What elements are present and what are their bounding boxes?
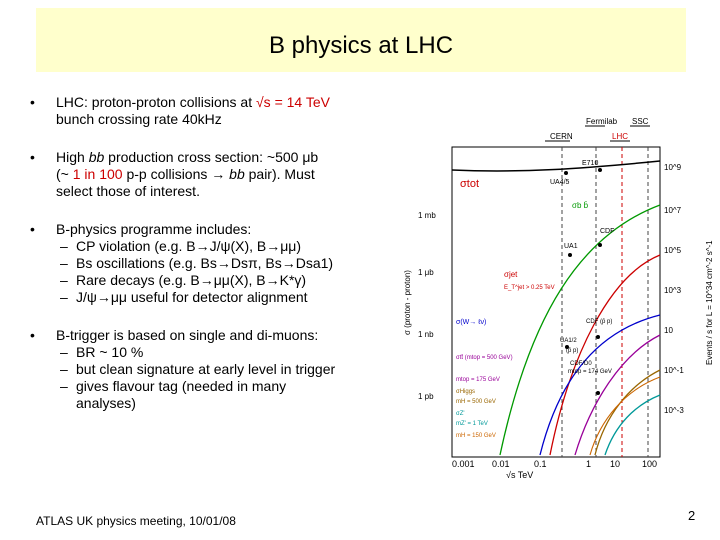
label-ua12: UA1/2 [560,338,577,344]
bullet-programme: B-physics programme includes: CP violati… [30,221,400,306]
curve-sigma-zprime [604,394,661,456]
b2-line2-a: (~ [56,166,73,182]
b2-line2-bb: bb [229,166,245,182]
right-tick: 10 [664,326,673,335]
curve-sigma-w [539,314,661,456]
b2-line2-b: p-p collisions → [122,166,230,182]
b1-line2: bunch crossing rate 40kHz [56,111,222,127]
label-mh500: mH = 500 GeV [456,399,496,405]
label-sigma-zprime: σZ' [456,411,465,417]
right-tick: 10^9 [664,163,682,172]
left-tick: 1 nb [418,330,434,339]
b2-bb: bb [88,149,105,165]
label-sigma-w: σ(W→ ℓν) [456,319,486,326]
label-cdf-d0: CDF/D0 [570,361,592,367]
b2-line3: select those of interest. [56,183,200,199]
label-sigma-tot: σtot [460,178,479,190]
label-mtop175: mtop = 175 GeV [456,377,500,383]
label-mh150: mH = 150 GeV [456,433,496,439]
bullet-lhc: LHC: proton-proton collisions at √s = 14… [30,94,400,128]
bullet-trigger: B-trigger is based on single and di-muon… [30,327,400,412]
label-sigma-higgs: σHiggs [456,389,475,395]
data-point [596,391,600,395]
data-point [564,171,568,175]
data-point [568,253,572,257]
label-sigma-jet: σjet [504,270,518,279]
b2-b: production cross section: ~500 μb [104,149,319,165]
right-tick: 10^7 [664,206,682,215]
label-ua45: UA4/5 [550,179,570,186]
label-sigma-tt: σtt̄ (mtop = 500 GeV) [456,354,513,361]
label-et-jet: E_T^jet > 0.25 TeV [504,285,555,291]
title-banner: B physics at LHC [36,8,686,72]
curve-sigma-bb [499,204,661,456]
right-tick: 10^-3 [664,406,684,415]
x-tick: 1 [586,459,591,469]
x-tick: 10 [610,459,620,469]
b2-line2-c: pair). Must [244,166,315,182]
b4-item: but clean signature at early level in tr… [56,361,400,378]
label-sigma-bb: σb b̄ [572,201,589,210]
b3-item: Rare decays (e.g. B→μμ(X), B→K*γ) [56,272,400,289]
label-cdf-pp: CDF (p̄ p) [586,319,612,325]
x-tick: 0.01 [492,459,510,469]
data-point [598,243,602,247]
label-cern: CERN [550,132,573,141]
b4-item: BR ~ 10 % [56,344,400,361]
cross-section-figure: Fermilab SSC CERN LHC 1 mb 1 μb 1 nb 1 p… [400,115,718,480]
b3-intro: B-physics programme includes: [56,221,252,237]
right-tick: 10^5 [664,246,682,255]
x-tick: 100 [642,459,657,469]
label-mz1: mZ' = 1 TeV [456,421,488,427]
label-ssc: SSC [632,117,649,126]
label-cdf: CDF [600,228,614,235]
b3-item: J/ψ→μμ useful for detector alignment [56,289,400,306]
left-tick: 1 mb [418,211,436,220]
b3-item: CP violation (e.g. B→J/ψ(X), B→μμ) [56,238,400,255]
left-tick: 1 pb [418,392,434,401]
footer-text: ATLAS UK physics meeting, 10/01/08 [36,514,236,528]
data-point [565,345,569,349]
label-mtop174: mtop = 174 GeV [568,369,612,375]
b2-a: High [56,149,89,165]
left-tick: 1 μb [418,268,434,277]
slide-title: B physics at LHC [268,32,454,59]
bullet-list: LHC: proton-proton collisions at √s = 14… [30,94,400,433]
b2-ratio: 1 in 100 [72,166,123,182]
b4-item: gives flavour tag (needed in many [56,378,400,395]
b4-item-cont: analyses) [76,395,136,411]
curve-sigma-tt [574,334,661,456]
x-tick: 0.001 [452,459,475,469]
label-lhc: LHC [612,132,628,141]
x-axis-label: √s TeV [506,470,533,480]
data-point [596,335,600,339]
label-fermilab: Fermilab [586,117,618,126]
label-e710: E710 [582,160,598,167]
curve-sigma-higgs-150 [589,376,661,456]
b1-energy: √s = 14 TeV [256,94,330,110]
b4-intro: B-trigger is based on single and di-muon… [56,327,319,343]
data-point [598,168,602,172]
curve-sigma-tot [451,160,661,172]
bullet-cross-section: High bb production cross section: ~500 μ… [30,149,400,200]
y-right-label: Events / s for L = 10^34 cm^-2 s^-1 [705,240,714,365]
curve-sigma-jet [549,254,661,456]
y-left-label: σ (proton - proton) [403,270,412,335]
plot-frame [451,146,661,458]
x-tick: 0.1 [534,459,547,469]
b1-prefix: LHC: proton-proton collisions at [56,94,256,110]
right-tick: 10^3 [664,286,682,295]
right-tick: 10^-1 [664,366,684,375]
page-number: 2 [688,508,696,523]
label-pp: (p̄ p) [566,348,578,354]
label-ua1: UA1 [564,243,578,250]
b3-item: Bs oscillations (e.g. Bs→Dsπ, Bs→Dsa1) [56,255,400,272]
